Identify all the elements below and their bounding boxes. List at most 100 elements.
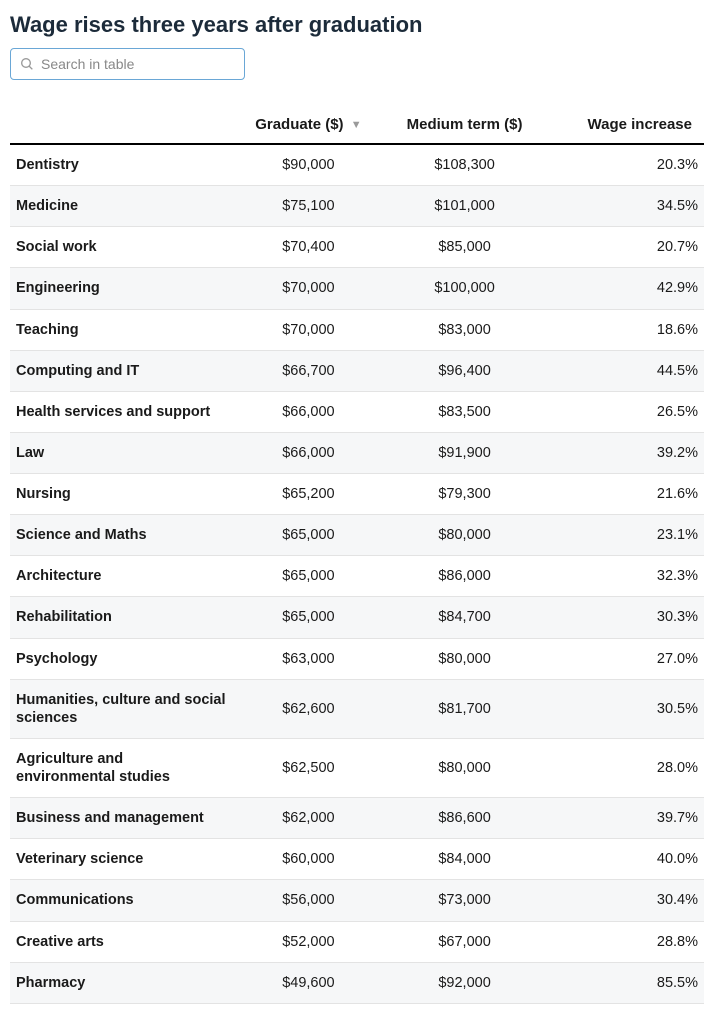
cell-graduate: $65,200: [232, 474, 385, 515]
cell-graduate: $75,100: [232, 186, 385, 227]
cell-graduate: $65,000: [232, 556, 385, 597]
search-icon: [19, 56, 35, 72]
cell-field: Veterinary science: [10, 839, 232, 880]
cell-wage-increase: 28.8%: [544, 921, 704, 962]
cell-graduate: $62,500: [232, 738, 385, 797]
table-row: Medicine$75,100$101,00034.5%: [10, 186, 704, 227]
cell-graduate: $62,000: [232, 798, 385, 839]
cell-wage-increase: 27.0%: [544, 638, 704, 679]
cell-medium-term: $83,000: [385, 309, 545, 350]
cell-wage-increase: 40.0%: [544, 839, 704, 880]
cell-wage-increase: 20.3%: [544, 144, 704, 186]
col-header-medium-term[interactable]: Medium term ($): [385, 108, 545, 144]
cell-graduate: $70,000: [232, 309, 385, 350]
col-header-graduate[interactable]: Graduate ($) ▼: [232, 108, 385, 144]
cell-medium-term: $86,000: [385, 556, 545, 597]
cell-field: Engineering: [10, 268, 232, 309]
cell-graduate: $62,600: [232, 679, 385, 738]
cell-wage-increase: 18.6%: [544, 309, 704, 350]
cell-field: Humanities, culture and social sciences: [10, 679, 232, 738]
table-row: Law$66,000$91,90039.2%: [10, 432, 704, 473]
cell-graduate: $65,000: [232, 597, 385, 638]
cell-graduate: $65,000: [232, 515, 385, 556]
cell-graduate: $70,400: [232, 227, 385, 268]
cell-graduate: $56,000: [232, 880, 385, 921]
sort-desc-icon: ▼: [351, 119, 362, 131]
cell-wage-increase: 20.7%: [544, 227, 704, 268]
cell-field: Computing and IT: [10, 350, 232, 391]
cell-wage-increase: 39.2%: [544, 432, 704, 473]
cell-field: Dentistry: [10, 144, 232, 186]
table-row: Science and Maths$65,000$80,00023.1%: [10, 515, 704, 556]
table-row: Engineering$70,000$100,00042.9%: [10, 268, 704, 309]
cell-wage-increase: 44.5%: [544, 350, 704, 391]
cell-graduate: $63,000: [232, 638, 385, 679]
cell-graduate: $49,600: [232, 962, 385, 1003]
table-row: Agriculture and environmental studies$62…: [10, 738, 704, 797]
table-header-row: Graduate ($) ▼ Medium term ($) Wage incr…: [10, 108, 704, 144]
cell-wage-increase: 39.7%: [544, 798, 704, 839]
cell-medium-term: $86,600: [385, 798, 545, 839]
col-header-graduate-label: Graduate ($): [255, 116, 343, 133]
cell-medium-term: $85,000: [385, 227, 545, 268]
cell-medium-term: $84,700: [385, 597, 545, 638]
table-row: Nursing$65,200$79,30021.6%: [10, 474, 704, 515]
table-row: Health services and support$66,000$83,50…: [10, 391, 704, 432]
cell-wage-increase: 42.9%: [544, 268, 704, 309]
cell-field: Rehabilitation: [10, 597, 232, 638]
col-header-wage-increase[interactable]: Wage increase: [544, 108, 704, 144]
col-header-field[interactable]: [10, 108, 232, 144]
wage-table: Graduate ($) ▼ Medium term ($) Wage incr…: [10, 108, 704, 1004]
cell-medium-term: $73,000: [385, 880, 545, 921]
cell-field: Law: [10, 432, 232, 473]
cell-medium-term: $96,400: [385, 350, 545, 391]
cell-medium-term: $83,500: [385, 391, 545, 432]
cell-medium-term: $100,000: [385, 268, 545, 309]
cell-field: Social work: [10, 227, 232, 268]
cell-medium-term: $92,000: [385, 962, 545, 1003]
cell-wage-increase: 26.5%: [544, 391, 704, 432]
table-row: Rehabilitation$65,000$84,70030.3%: [10, 597, 704, 638]
table-row: Social work$70,400$85,00020.7%: [10, 227, 704, 268]
cell-wage-increase: 21.6%: [544, 474, 704, 515]
table-row: Computing and IT$66,700$96,40044.5%: [10, 350, 704, 391]
cell-wage-increase: 23.1%: [544, 515, 704, 556]
cell-medium-term: $101,000: [385, 186, 545, 227]
cell-field: Agriculture and environmental studies: [10, 738, 232, 797]
cell-field: Health services and support: [10, 391, 232, 432]
cell-field: Pharmacy: [10, 962, 232, 1003]
cell-medium-term: $80,000: [385, 638, 545, 679]
cell-field: Business and management: [10, 798, 232, 839]
table-row: Creative arts$52,000$67,00028.8%: [10, 921, 704, 962]
scroll-area[interactable]: Wage rises three years after graduation …: [0, 0, 712, 1018]
page-title: Wage rises three years after graduation: [10, 12, 704, 38]
table-row: Teaching$70,000$83,00018.6%: [10, 309, 704, 350]
table-row: Communications$56,000$73,00030.4%: [10, 880, 704, 921]
table-row: Humanities, culture and social sciences$…: [10, 679, 704, 738]
cell-medium-term: $80,000: [385, 738, 545, 797]
cell-field: Architecture: [10, 556, 232, 597]
cell-field: Medicine: [10, 186, 232, 227]
cell-medium-term: $81,700: [385, 679, 545, 738]
cell-medium-term: $67,000: [385, 921, 545, 962]
cell-field: Communications: [10, 880, 232, 921]
cell-medium-term: $84,000: [385, 839, 545, 880]
cell-graduate: $70,000: [232, 268, 385, 309]
cell-graduate: $66,700: [232, 350, 385, 391]
search-input[interactable]: [35, 55, 236, 73]
cell-field: Creative arts: [10, 921, 232, 962]
table-row: Dentistry$90,000$108,30020.3%: [10, 144, 704, 186]
cell-wage-increase: 30.3%: [544, 597, 704, 638]
cell-field: Teaching: [10, 309, 232, 350]
table-body: Dentistry$90,000$108,30020.3%Medicine$75…: [10, 144, 704, 1003]
cell-medium-term: $108,300: [385, 144, 545, 186]
cell-field: Nursing: [10, 474, 232, 515]
search-box[interactable]: [10, 48, 245, 80]
cell-graduate: $66,000: [232, 432, 385, 473]
cell-graduate: $90,000: [232, 144, 385, 186]
table-row: Veterinary science$60,000$84,00040.0%: [10, 839, 704, 880]
cell-wage-increase: 32.3%: [544, 556, 704, 597]
cell-wage-increase: 30.5%: [544, 679, 704, 738]
cell-graduate: $52,000: [232, 921, 385, 962]
app-viewport: Wage rises three years after graduation …: [0, 0, 720, 1018]
